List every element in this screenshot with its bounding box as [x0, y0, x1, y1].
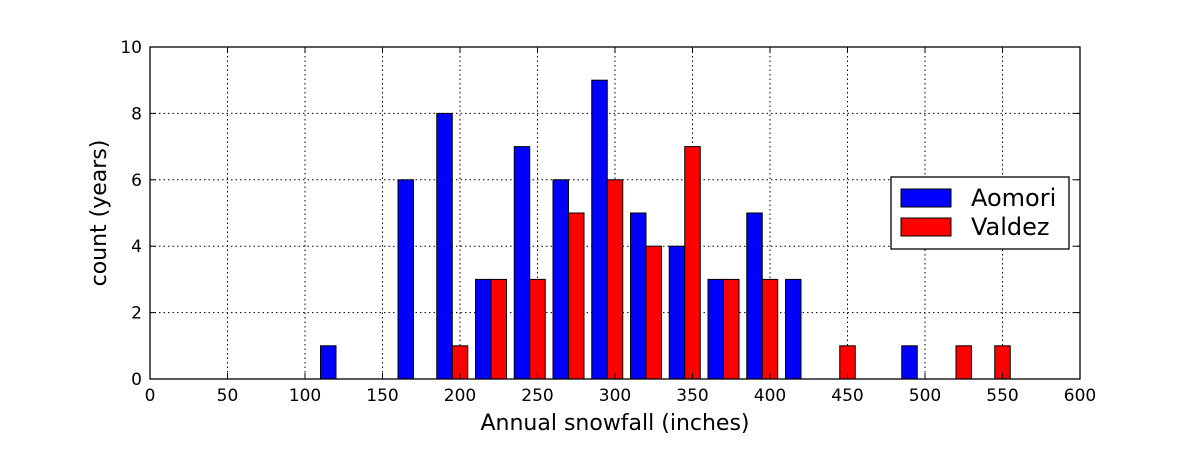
axis-ticks — [149, 46, 1081, 380]
y-tick-label: 6 — [131, 171, 142, 191]
x-tick-label: 550 — [986, 386, 1018, 406]
bar-valdez — [490, 278, 507, 380]
x-tick-label: 350 — [676, 386, 708, 406]
x-tick-label: 0 — [145, 386, 156, 406]
legend-swatch-valdez — [900, 217, 952, 237]
bars — [320, 79, 1011, 380]
x-tick-label: 250 — [521, 386, 553, 406]
x-axis-title: Annual snowfall (inches) — [480, 411, 749, 436]
legend: Aomori Valdez — [890, 176, 1070, 250]
y-tick-label: 0 — [131, 370, 142, 390]
bar-aomori — [475, 278, 492, 380]
bar-aomori — [320, 345, 337, 380]
bar-aomori — [668, 245, 686, 380]
y-tick-label: 10 — [120, 38, 142, 58]
bar-valdez — [568, 212, 585, 380]
bar-aomori — [552, 179, 569, 380]
x-tick-label: 50 — [217, 386, 239, 406]
bar-valdez — [955, 345, 972, 380]
bar-valdez — [684, 146, 701, 380]
legend-label-aomori: Aomori — [971, 184, 1056, 212]
bar-valdez — [645, 245, 662, 380]
legend-label-valdez: Valdez — [971, 213, 1050, 241]
bar-aomori — [591, 79, 608, 380]
x-tick-label: 600 — [1064, 386, 1096, 406]
legend-swatch-aomori — [900, 188, 952, 208]
x-tick-label: 150 — [366, 386, 398, 406]
bar-aomori — [436, 112, 453, 380]
y-axis-title: count (years) — [87, 140, 112, 287]
x-tick-label: 100 — [289, 386, 321, 406]
y-tick-label: 8 — [131, 104, 142, 124]
y-tick-label: 4 — [131, 237, 142, 257]
bar-valdez — [606, 179, 624, 380]
x-tick-label: 300 — [599, 386, 631, 406]
bar-aomori — [901, 345, 918, 380]
x-tick-label: 450 — [831, 386, 863, 406]
bar-aomori — [707, 278, 724, 380]
x-tick-label: 500 — [909, 386, 941, 406]
x-tick-label: 400 — [754, 386, 786, 406]
bar-valdez — [723, 278, 740, 380]
bar-valdez — [529, 278, 546, 380]
axis-tick-labels: 0 50 100 150 200 250 300 350 400 450 500 550 600 0 2 4 6… — [120, 38, 1096, 406]
bar-aomori — [513, 146, 531, 380]
bar-aomori — [630, 212, 647, 380]
bar-aomori — [746, 212, 763, 380]
x-tick-label: 200 — [444, 386, 476, 406]
y-tick-label: 2 — [131, 304, 142, 324]
bar-aomori — [785, 278, 802, 380]
bar-valdez — [761, 278, 779, 380]
bar-aomori — [397, 179, 414, 380]
